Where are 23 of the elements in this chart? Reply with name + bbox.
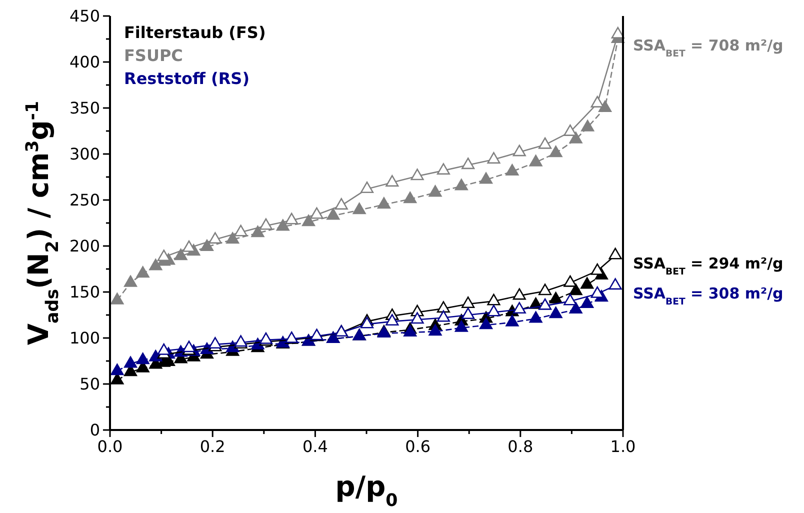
y-tick-label: 250 [69,190,100,210]
y-tick-label: 450 [69,6,100,26]
x-axis-title: p/p$_{0}$ [335,470,398,511]
y-tick-label: 100 [69,328,100,348]
y-tick-label: 400 [69,52,100,72]
x-tick-label: 0.2 [200,437,226,456]
x-tick-label: 1.0 [610,437,636,456]
text: SSA$_{BET}$ = 294 m²/g [633,254,784,277]
text: Reststoff (RS) [124,69,250,88]
text: FSUPC [124,46,183,65]
y-tick-label: 150 [69,282,100,302]
x-tick-label: 0.8 [508,437,534,456]
text: SSA$_{BET}$ = 308 m²/g [633,284,784,307]
y-tick-label: 350 [69,98,100,118]
y-tick-label: 0 [90,420,100,440]
y-tick-label: 300 [69,144,100,164]
text: Filterstaub (FS) [124,23,266,42]
x-tick-label: 0.6 [405,437,431,456]
text: SSA$_{BET}$ = 708 m²/g [633,36,784,59]
x-tick-label: 0.4 [302,437,328,456]
y-tick-label: 200 [69,236,100,256]
x-tick-label: 0.0 [97,437,123,456]
y-tick-label: 50 [80,374,100,394]
